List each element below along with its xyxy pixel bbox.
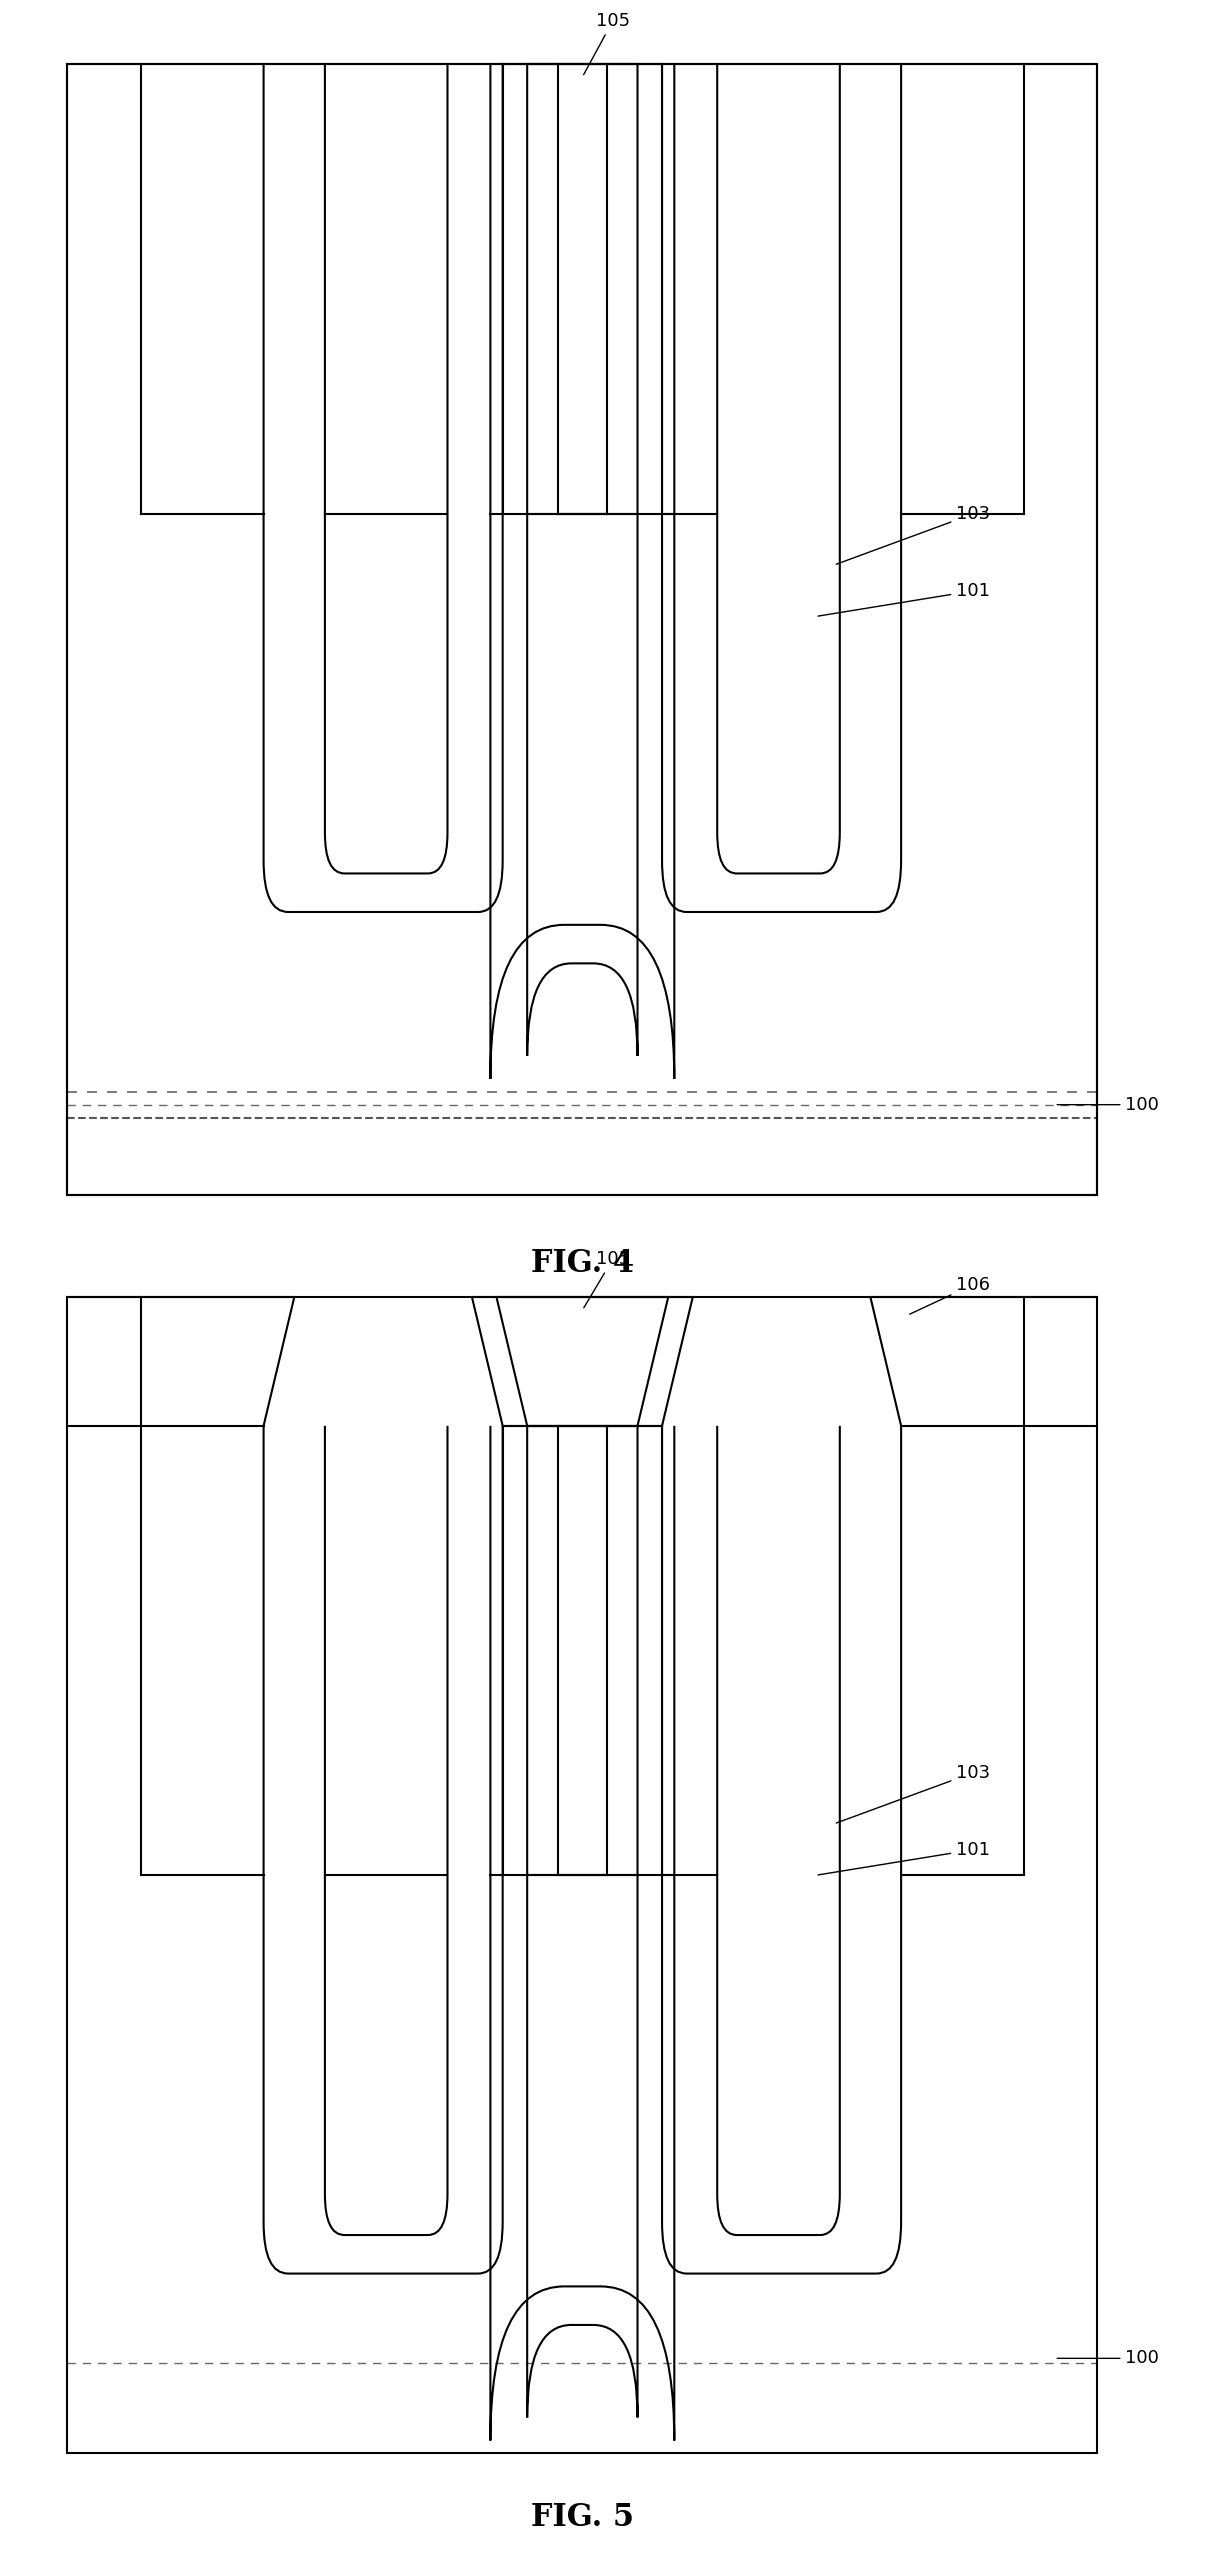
Text: 105: 105 — [584, 10, 630, 75]
Text: 101: 101 — [818, 581, 991, 617]
Text: 100: 100 — [1057, 2348, 1160, 2369]
Bar — [67, 64, 1097, 1195]
Text: 103: 103 — [836, 1762, 991, 1824]
Text: FIG. 4: FIG. 4 — [531, 1249, 634, 1279]
Text: 101: 101 — [818, 1839, 991, 1875]
Text: 100: 100 — [1057, 1094, 1160, 1115]
Text: 103: 103 — [836, 504, 991, 565]
Text: 105: 105 — [584, 1249, 630, 1308]
Text: 106: 106 — [910, 1274, 991, 1315]
Bar — [67, 1297, 1097, 2453]
Text: FIG. 5: FIG. 5 — [531, 2502, 634, 2533]
